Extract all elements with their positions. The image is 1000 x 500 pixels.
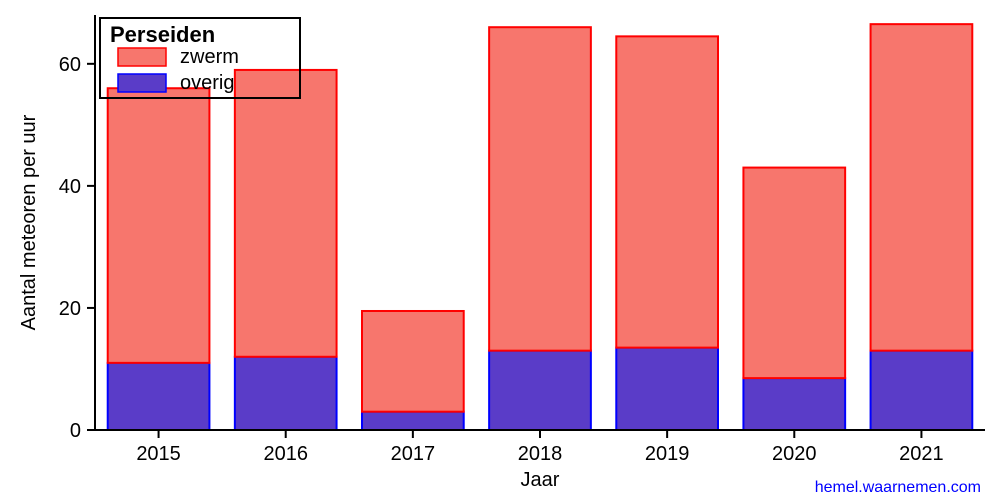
legend-swatch [118,74,166,92]
chart-container: 2015 2016 2017 2018 2019 2020 2021 Jaar 0 20 40 60 A… [0,0,1000,500]
bar-chart: 2015 2016 2017 2018 2019 2020 2021 Jaar 0 20 40 60 A… [0,0,1000,500]
bar-overig [616,348,718,430]
bar-zwerm [743,168,845,379]
legend-swatch [118,48,166,66]
x-tick-label: 2020 [772,443,817,465]
bar-overig [235,357,337,430]
attribution: hemel.waarnemen.com [815,479,981,496]
x-tick-label: 2017 [391,443,436,465]
bar-zwerm [489,27,591,350]
x-tick-label: 2016 [263,443,308,465]
x-tick-label: 2018 [518,443,563,465]
y-tick-label: 60 [59,54,81,76]
y-tick-label: 20 [59,298,81,320]
legend-label: zwerm [180,46,239,68]
y-tick-label: 0 [70,420,81,442]
bar-zwerm [108,88,210,363]
chart-title: Perseiden [110,22,215,47]
x-tick-label: 2021 [899,443,944,465]
bar-overig [489,351,591,430]
bar-zwerm [616,36,718,347]
legend-label: overig [180,72,234,94]
bar-overig [362,412,464,430]
y-axis-label: Aantal meteoren per uur [18,114,40,330]
bar-overig [743,378,845,430]
x-tick-label: 2015 [136,443,181,465]
y-tick-label: 40 [59,176,81,198]
x-axis-label: Jaar [521,469,560,491]
bar-zwerm [871,24,973,351]
x-tick-label: 2019 [645,443,690,465]
bar-zwerm [235,70,337,357]
bar-zwerm [362,311,464,412]
bar-overig [871,351,973,430]
bar-overig [108,363,210,430]
